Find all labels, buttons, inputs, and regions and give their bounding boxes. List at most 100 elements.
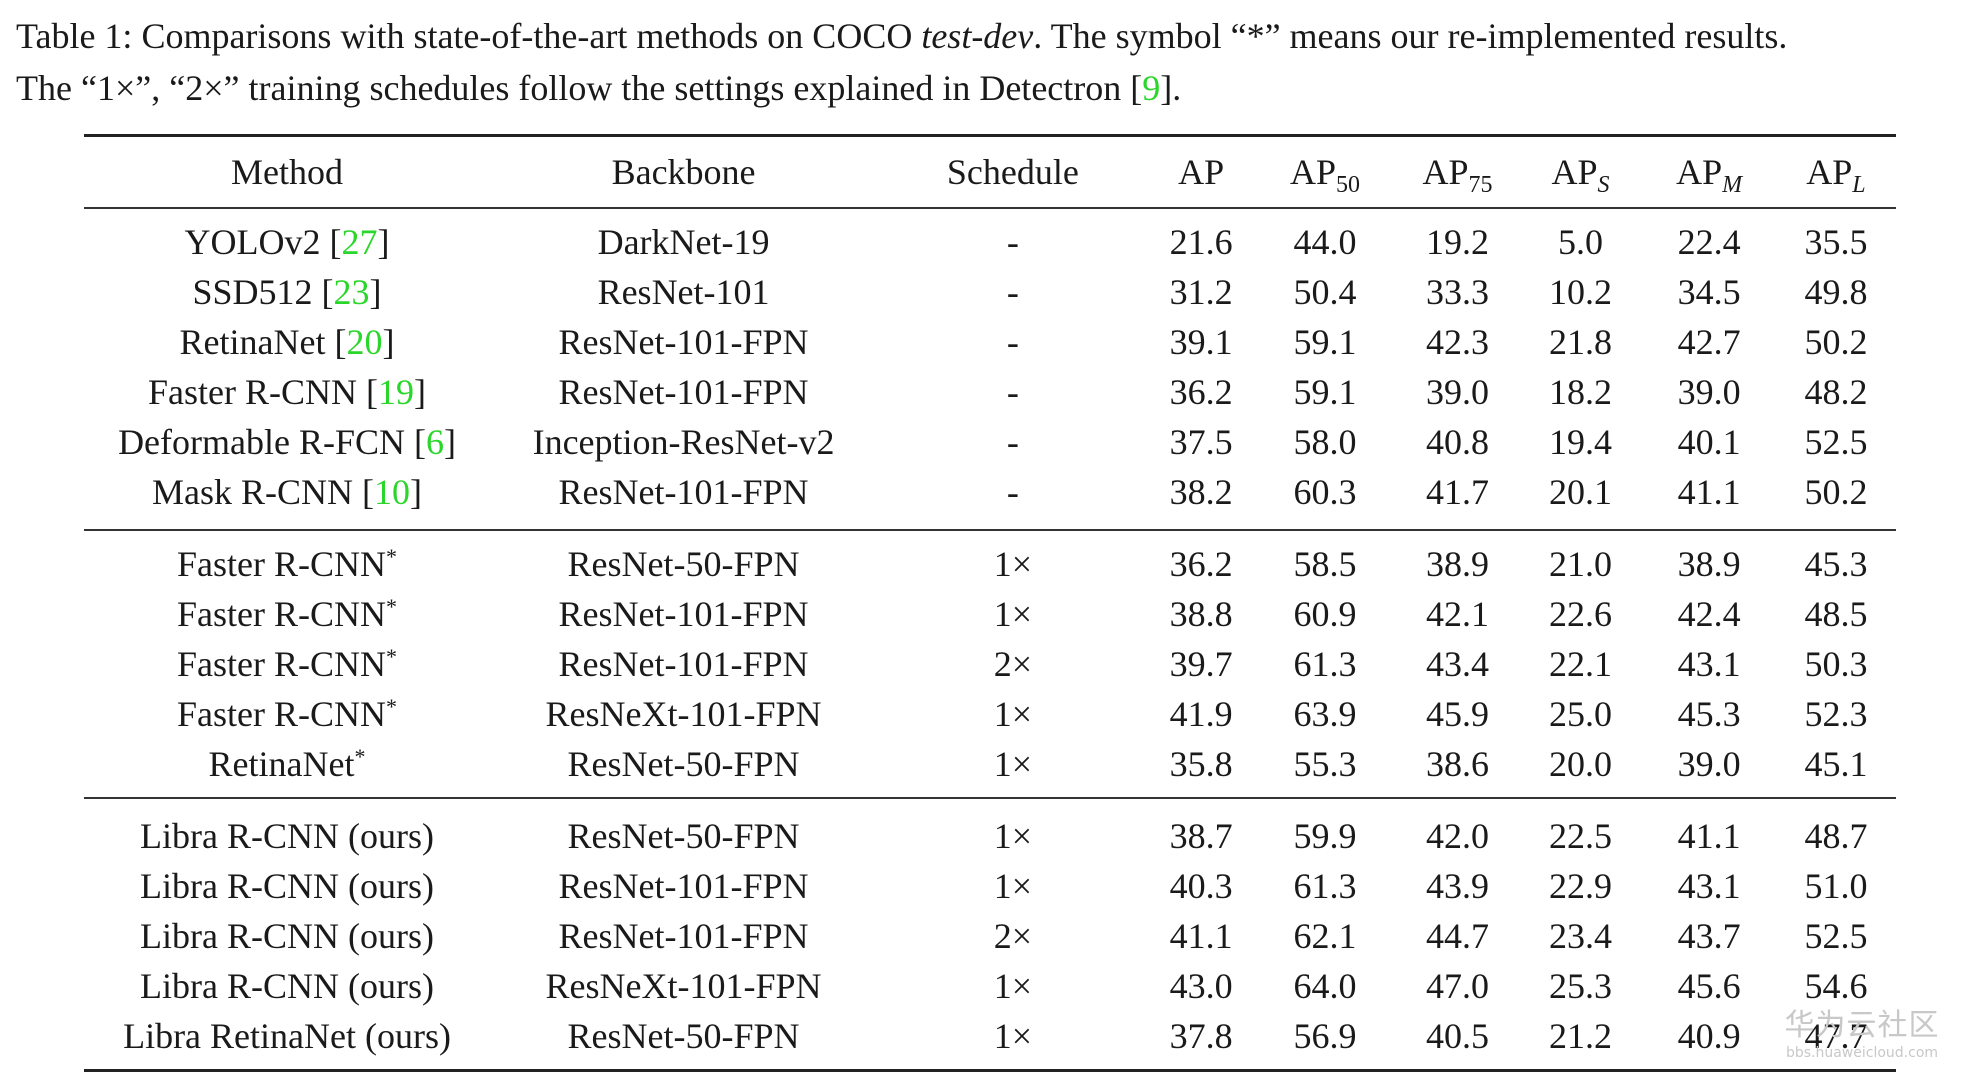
table-row: YOLOv2 [27] DarkNet-19 - 21.6 44.0 19.2 5.0 22.… [84,217,1896,267]
cell-schedule: 1× [993,594,1033,634]
cell-ap50: 63.9 [1293,694,1357,734]
cell-ap: 41.1 [1169,916,1233,956]
cell-apm: 40.1 [1677,422,1741,462]
reimplemented-marker: * [386,544,398,569]
cell-apm: 41.1 [1677,816,1741,856]
cell-apm: 41.1 [1677,472,1741,512]
header-apm: APM [1676,152,1743,198]
citation-link[interactable]: 10 [374,472,411,512]
citation-link[interactable]: 19 [378,372,415,412]
cell-ap50: 60.3 [1293,472,1357,512]
cell-apm: 42.7 [1677,322,1741,362]
cell-backbone: Inception-ResNet-v2 [532,422,835,462]
table-group: YOLOv2 [27] DarkNet-19 - 21.6 44.0 19.2 5.0 22.… [84,209,1896,529]
reimplemented-marker: * [386,644,398,669]
cell-apm: 38.9 [1677,544,1741,584]
cell-method: Mask R-CNN [10] [152,472,423,512]
cell-method: SSD512 [23] [192,272,382,312]
table-row: RetinaNet [20] ResNet-101-FPN - 39.1 59.1 42.… [84,317,1896,367]
cell-ap: 39.7 [1169,644,1233,684]
citation-link[interactable]: 20 [346,322,383,362]
cell-apl: 48.2 [1804,372,1868,412]
cell-aps: 25.3 [1548,966,1612,1006]
cell-schedule: 1× [993,866,1033,906]
cell-apm: 43.1 [1677,644,1741,684]
cell-method: Libra R-CNN (ours) [140,966,434,1006]
cell-method: Faster R-CNN* [177,644,398,684]
cell-ap: 37.5 [1169,422,1233,462]
cell-ap75: 41.7 [1426,472,1490,512]
header-backbone: Backbone [611,152,756,192]
cell-backbone: ResNet-50-FPN [567,1016,800,1056]
cell-ap: 21.6 [1169,222,1233,262]
citation-link[interactable]: 6 [426,422,444,462]
cell-method: Deformable R-FCN [6] [118,422,456,462]
cell-ap: 31.2 [1169,272,1233,312]
cell-schedule: - [1006,422,1019,462]
cell-ap75: 33.3 [1426,272,1490,312]
cell-method: RetinaNet* [208,744,366,784]
cell-backbone: ResNet-50-FPN [567,544,800,584]
cell-apl: 54.6 [1804,966,1868,1006]
cell-ap: 38.8 [1169,594,1233,634]
cell-apm: 40.9 [1677,1016,1741,1056]
cell-ap: 43.0 [1169,966,1233,1006]
watermark-logo: 华为云社区 bbs.huaweicloud.com [1784,1008,1940,1061]
cell-ap50: 58.5 [1293,544,1357,584]
cell-apl: 51.0 [1804,866,1868,906]
table-top-rule [84,134,1896,137]
cell-schedule: - [1006,372,1019,412]
cell-schedule: - [1006,272,1019,312]
table-caption: Table 1: Comparisons with state-of-the-a… [16,10,1966,114]
table-group: Libra R-CNN (ours) ResNet-50-FPN 1× 38.7 59.… [84,799,1896,1069]
cell-apl: 47.7 [1804,1016,1868,1056]
citation-link[interactable]: 27 [341,222,378,262]
cell-aps: 21.2 [1548,1016,1612,1056]
cell-method: Faster R-CNN [19] [148,372,427,412]
caption-line-1: Table 1: Comparisons with state-of-the-a… [16,16,1788,56]
cell-apl: 52.5 [1804,916,1868,956]
cell-ap: 39.1 [1169,322,1233,362]
cell-backbone: ResNet-101-FPN [558,594,809,634]
cell-apl: 35.5 [1804,222,1868,262]
cell-schedule: 1× [993,966,1033,1006]
cell-ap75: 43.4 [1426,644,1490,684]
cell-ap75: 43.9 [1426,866,1490,906]
cell-apl: 45.1 [1804,744,1868,784]
cell-schedule: - [1006,472,1019,512]
header-ap50: AP50 [1290,152,1361,198]
cell-ap: 36.2 [1169,544,1233,584]
table-row: Libra RetinaNet (ours) ResNet-50-FPN 1× 37.… [84,1011,1896,1061]
cell-ap: 35.8 [1169,744,1233,784]
cell-apl: 50.2 [1804,472,1868,512]
cell-backbone: ResNet-101-FPN [558,916,809,956]
cell-apl: 49.8 [1804,272,1868,312]
cell-schedule: 1× [993,694,1033,734]
header-aps: APS [1551,152,1610,198]
header-method: Method [231,152,344,192]
cell-ap: 38.2 [1169,472,1233,512]
cell-ap50: 61.3 [1293,866,1357,906]
cell-apm: 43.1 [1677,866,1741,906]
group-separator-rule [84,529,1896,531]
group-separator-rule [84,797,1896,799]
citation-link[interactable]: 23 [333,272,370,312]
cell-ap75: 40.8 [1426,422,1490,462]
cell-backbone: ResNet-101-FPN [558,866,809,906]
cell-ap75: 44.7 [1426,916,1490,956]
reimplemented-marker: * [386,694,398,719]
header-apl: APL [1806,152,1866,198]
cell-ap: 37.8 [1169,1016,1233,1056]
cell-aps: 22.1 [1548,644,1612,684]
table-row: Faster R-CNN* ResNet-50-FPN 1× 36.2 58.5 38.9… [84,539,1896,589]
cell-aps: 22.9 [1548,866,1612,906]
comparison-table: Method Backbone Schedule AP AP50 AP75 AP… [84,134,1896,1072]
cell-ap50: 60.9 [1293,594,1357,634]
cell-apm: 39.0 [1677,372,1741,412]
table-row: Libra R-CNN (ours) ResNet-101-FPN 2× 41.1 62… [84,911,1896,961]
table-bottom-rule [84,1069,1896,1072]
citation-link[interactable]: 9 [1142,68,1161,108]
cell-aps: 21.0 [1548,544,1612,584]
table-header-row: Method Backbone Schedule AP AP50 AP75 AP… [84,137,1896,207]
cell-method: Faster R-CNN* [177,694,398,734]
